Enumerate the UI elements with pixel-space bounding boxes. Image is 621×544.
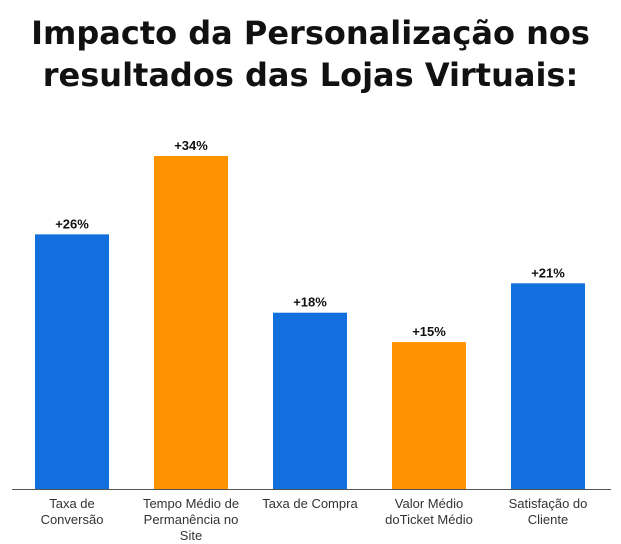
value-labels: +26% +34% +18% +15% +21% [55, 138, 565, 339]
chart-title: Impacto da Personalização nos resultados … [31, 14, 590, 94]
bar-3 [273, 312, 347, 489]
bar-1 [35, 234, 109, 489]
bar-value-label-2: +34% [174, 138, 208, 153]
bar-value-label-1: +26% [55, 216, 89, 231]
chart-title-line-1: Impacto da Personalização nos [31, 14, 590, 52]
bar-value-label-3: +18% [293, 295, 327, 310]
bar-value-label-5: +21% [531, 265, 565, 280]
chart-title-line-2: resultados das Lojas Virtuais: [43, 56, 579, 94]
x-tick-label-line: Permanência no [144, 512, 239, 527]
bar-4 [392, 342, 466, 489]
x-tick-label-line: doTicket Médio [385, 512, 473, 527]
bar-2 [154, 156, 228, 489]
x-tick-labels: Taxa de Conversão Tempo Médio de Permanênci… [41, 496, 588, 543]
bar-5 [511, 283, 585, 489]
x-tick-label-2: Tempo Médio de Permanência no Site [143, 496, 239, 543]
x-tick-label-5: Satisfação do Cliente [509, 496, 588, 527]
x-tick-label-line: Satisfação do [509, 496, 588, 511]
x-tick-label-line: Conversão [41, 512, 104, 527]
x-tick-label-3: Taxa de Compra [262, 496, 358, 511]
x-tick-label-line: Cliente [528, 512, 568, 527]
x-tick-label-line: Taxa de Compra [262, 496, 358, 511]
x-tick-label-1: Taxa de Conversão [41, 496, 104, 527]
bar-value-label-4: +15% [412, 324, 446, 339]
bars [35, 156, 585, 489]
x-tick-label-line: Tempo Médio de [143, 496, 239, 511]
x-tick-label-line: Valor Médio [395, 496, 463, 511]
x-tick-label-line: Taxa de [49, 496, 95, 511]
x-tick-label-4: Valor Médio doTicket Médio [385, 496, 473, 527]
x-tick-label-line: Site [180, 528, 202, 543]
